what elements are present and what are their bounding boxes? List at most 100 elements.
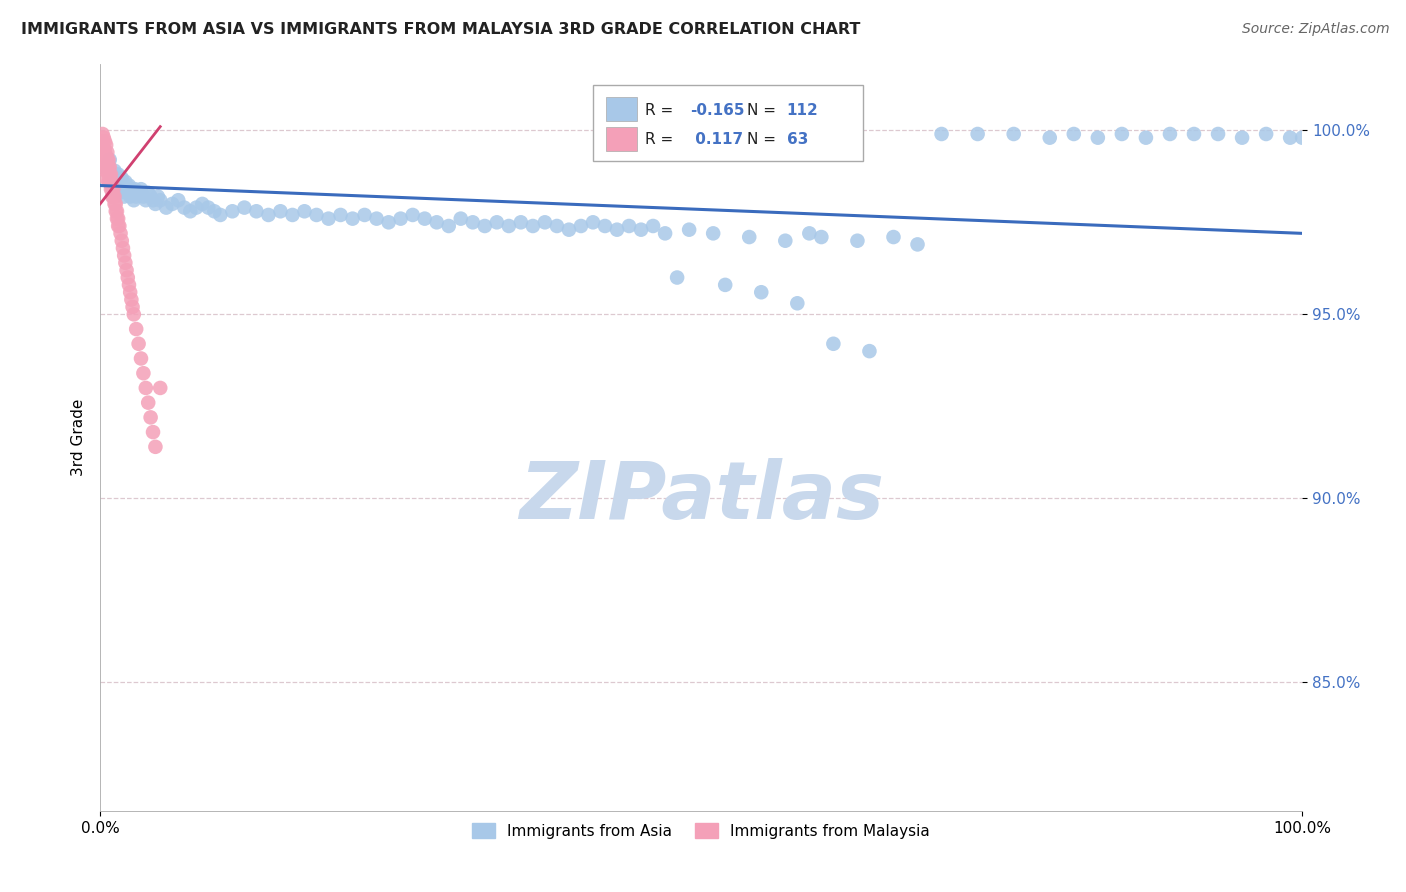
Point	[142, 425, 165, 439]
Point	[94, 160, 117, 174]
Text: N =: N =	[747, 132, 776, 147]
Point	[1002, 127, 1025, 141]
Point	[93, 142, 115, 156]
Point	[120, 285, 142, 300]
Point	[426, 215, 449, 229]
Point	[329, 208, 352, 222]
Point	[582, 215, 605, 229]
FancyBboxPatch shape	[606, 97, 637, 121]
Point	[97, 156, 120, 170]
Point	[91, 134, 114, 148]
Y-axis label: 3rd Grade: 3rd Grade	[72, 399, 86, 476]
Text: 63: 63	[786, 132, 808, 147]
Point	[135, 193, 157, 207]
Point	[569, 219, 592, 233]
Point	[209, 208, 232, 222]
Legend: Immigrants from Asia, Immigrants from Malaysia: Immigrants from Asia, Immigrants from Ma…	[465, 816, 936, 845]
Point	[149, 193, 172, 207]
Point	[128, 336, 150, 351]
Point	[111, 182, 134, 196]
Point	[882, 230, 904, 244]
Point	[103, 182, 125, 196]
Point	[1159, 127, 1181, 141]
Point	[98, 168, 121, 182]
Point	[678, 222, 700, 236]
Point	[474, 219, 496, 233]
Point	[94, 149, 117, 163]
Point	[202, 204, 225, 219]
Point	[98, 153, 121, 167]
Point	[136, 395, 159, 409]
Point	[142, 193, 165, 207]
Point	[534, 215, 557, 229]
Point	[94, 163, 117, 178]
Point	[702, 227, 724, 241]
Point	[145, 440, 167, 454]
Point	[94, 145, 117, 160]
Point	[823, 336, 845, 351]
Point	[115, 182, 138, 196]
Point	[103, 171, 125, 186]
Point	[103, 189, 125, 203]
Point	[115, 263, 138, 277]
Point	[121, 186, 143, 200]
Point	[858, 344, 880, 359]
Point	[103, 189, 125, 203]
Point	[129, 351, 152, 366]
Point	[1230, 130, 1253, 145]
Point	[122, 193, 145, 207]
Point	[118, 178, 141, 193]
Point	[120, 189, 142, 203]
Point	[1206, 127, 1229, 141]
Point	[139, 410, 162, 425]
Point	[1256, 127, 1278, 141]
Point	[1135, 130, 1157, 145]
Point	[125, 322, 148, 336]
Point	[103, 197, 125, 211]
Point	[91, 127, 114, 141]
Point	[799, 227, 821, 241]
Point	[786, 296, 808, 310]
Point	[135, 381, 157, 395]
Point	[136, 186, 159, 200]
Point	[132, 366, 155, 380]
Text: IMMIGRANTS FROM ASIA VS IMMIGRANTS FROM MALAYSIA 3RD GRADE CORRELATION CHART: IMMIGRANTS FROM ASIA VS IMMIGRANTS FROM …	[21, 22, 860, 37]
Point	[366, 211, 388, 226]
Point	[931, 127, 953, 141]
Point	[233, 201, 256, 215]
Point	[117, 270, 139, 285]
Point	[101, 175, 124, 189]
Point	[132, 189, 155, 203]
Point	[98, 160, 121, 174]
Point	[269, 204, 291, 219]
Point	[485, 215, 508, 229]
Point	[105, 175, 128, 189]
Point	[666, 270, 689, 285]
Point	[105, 204, 128, 219]
Point	[118, 277, 141, 292]
Point	[124, 182, 146, 196]
Text: -0.165: -0.165	[690, 103, 745, 118]
Point	[120, 182, 142, 196]
Point	[714, 277, 737, 292]
Point	[112, 189, 135, 203]
Point	[522, 219, 544, 233]
Point	[94, 138, 117, 153]
Point	[104, 197, 127, 211]
Point	[498, 219, 520, 233]
Point	[145, 197, 167, 211]
Point	[558, 222, 581, 236]
Point	[100, 168, 122, 182]
Point	[93, 149, 115, 163]
Point	[654, 227, 676, 241]
Point	[775, 234, 797, 248]
Text: R =: R =	[645, 132, 673, 147]
Point	[112, 248, 135, 262]
Point	[846, 234, 869, 248]
Point	[162, 197, 184, 211]
Point	[107, 168, 129, 182]
Point	[810, 230, 832, 244]
Point	[389, 211, 412, 226]
Point	[110, 178, 132, 193]
Point	[96, 160, 118, 174]
